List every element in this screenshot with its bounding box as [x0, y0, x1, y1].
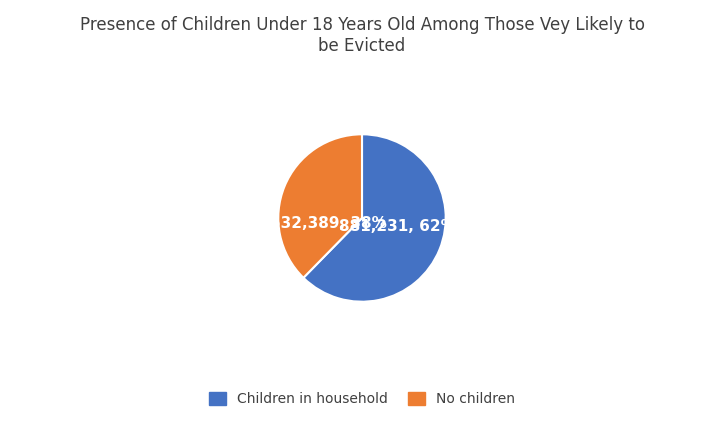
Title: Presence of Children Under 18 Years Old Among Those Vey Likely to
be Evicted: Presence of Children Under 18 Years Old … — [80, 16, 644, 54]
Text: 881,231, 62%: 881,231, 62% — [340, 219, 456, 235]
Text: 532,389, 38%: 532,389, 38% — [270, 216, 387, 231]
Wedge shape — [303, 134, 446, 302]
Legend: Children in household, No children: Children in household, No children — [203, 387, 521, 412]
Wedge shape — [278, 134, 362, 278]
